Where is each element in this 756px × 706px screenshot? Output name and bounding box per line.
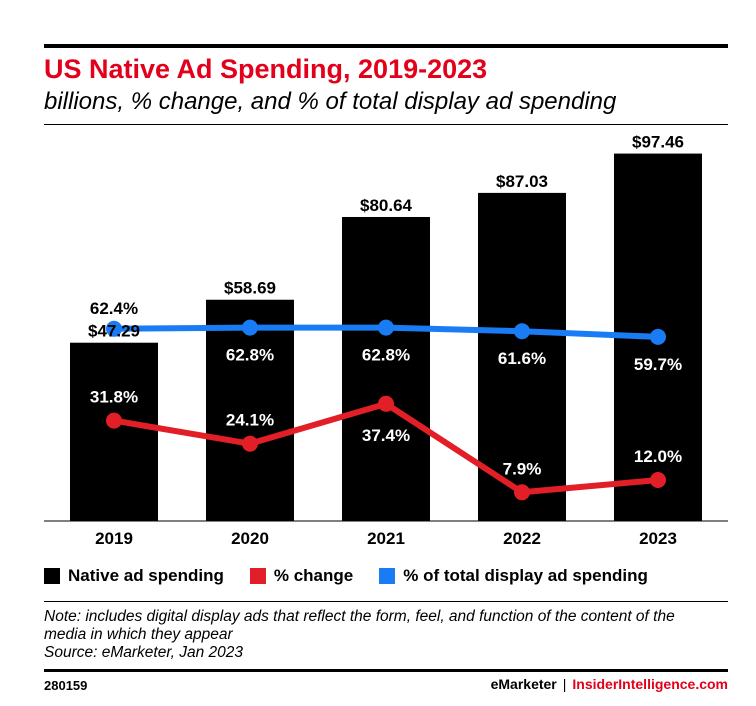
chart-notes: Note: includes digital display ads that … — [44, 608, 734, 662]
percent-of-total-label-2020: 62.8% — [226, 346, 274, 365]
notes-divider — [44, 601, 728, 602]
x-tick-label-2019: 2019 — [95, 529, 133, 548]
bar-value-label-2021: $80.64 — [360, 196, 413, 215]
x-tick-labels: 2019 2020 2021 2022 2023 — [95, 529, 677, 548]
percent-change-point-2022 — [514, 484, 530, 501]
chart-title: US Native Ad Spending, 2019-2023 — [44, 54, 488, 84]
brand-separator: | — [562, 676, 567, 692]
percent-change-label-2020: 24.1% — [226, 411, 274, 430]
chart-legend: Native ad spending % change % of total d… — [44, 566, 674, 586]
bar-value-label-2023: $97.46 — [632, 133, 684, 152]
x-tick-label-2022: 2022 — [503, 529, 541, 548]
percent-change-point-2021 — [378, 395, 394, 412]
percent-of-total-point-2023 — [650, 328, 666, 345]
chart-area: 2019 2020 2021 2022 2023 $47.29$58.69$80.64$… — [44, 133, 728, 548]
legend-item-native-ad-spending: Native ad spending — [44, 566, 224, 586]
lines-layer — [106, 319, 666, 501]
legend-label-native-ad-spending: Native ad spending — [68, 566, 224, 585]
chart-id: 280159 — [44, 678, 88, 693]
x-tick-label-2020: 2020 — [231, 529, 269, 548]
percent-change-point-2019 — [106, 412, 122, 429]
percent-change-label-2019: 31.8% — [90, 388, 138, 407]
bar-value-label-2020: $58.69 — [224, 279, 276, 298]
title-divider — [44, 124, 728, 125]
bar-2019 — [70, 342, 158, 521]
percent-change-point-2023 — [650, 472, 666, 488]
top-rule — [44, 44, 728, 48]
percent-of-total-point-2022 — [514, 323, 530, 340]
source-line: Source: eMarketer, Jan 2023 — [44, 644, 244, 661]
percent-change-label-2022: 7.9% — [503, 459, 542, 478]
percent-of-total-point-2019 — [106, 320, 122, 337]
x-tick-label-2021: 2021 — [367, 529, 405, 548]
percent-change-label-2021: 37.4% — [362, 426, 410, 445]
bar-2022 — [478, 192, 566, 521]
bar-2021 — [342, 216, 430, 522]
percent-change-point-2020 — [242, 435, 258, 452]
legend-item-percent-of-total: % of total display ad spending — [379, 566, 648, 586]
legend-item-percent-change: % change — [249, 566, 354, 586]
legend-label-percent-of-total: % of total display ad spending — [403, 566, 648, 585]
percent-of-total-label-2021: 62.8% — [362, 346, 410, 365]
x-tick-label-2023: 2023 — [639, 529, 677, 548]
bar-value-label-2022: $87.03 — [496, 172, 548, 191]
percent-of-total-label-2019: 62.4% — [90, 299, 138, 318]
chart-subtitle: billions, % change, and % of total displ… — [44, 88, 617, 115]
legend-swatch-percent-change — [249, 568, 266, 584]
percent-of-total-label-2022: 61.6% — [498, 349, 546, 368]
footer-brand: eMarketer | InsiderIntelligence.com — [491, 676, 728, 692]
legend-label-percent-change: % change — [273, 566, 354, 585]
legend-swatch-percent-of-total — [379, 568, 396, 584]
brand-emarketer: eMarketer — [490, 676, 557, 692]
percent-change-label-2023: 12.0% — [634, 447, 682, 466]
percent-of-total-point-2021 — [378, 319, 394, 336]
bar-2020 — [206, 299, 294, 521]
note-line-2: media in which they appear — [44, 626, 233, 643]
data-labels-layer: $47.29 $58.69 $80.64 $87.03 $97.46 62.4% 62.8%… — [88, 133, 684, 479]
bar-value-label-2019: $47.29 — [88, 322, 140, 341]
bottom-rule — [44, 669, 728, 672]
percent-of-total-label-2023: 59.7% — [634, 355, 682, 374]
note-line-1: Note: includes digital display ads that … — [44, 608, 675, 625]
percent-of-total-point-2020 — [242, 319, 258, 336]
legend-swatch-native-ad-spending — [44, 568, 60, 584]
brand-insider-intelligence: InsiderIntelligence.com — [572, 676, 728, 692]
